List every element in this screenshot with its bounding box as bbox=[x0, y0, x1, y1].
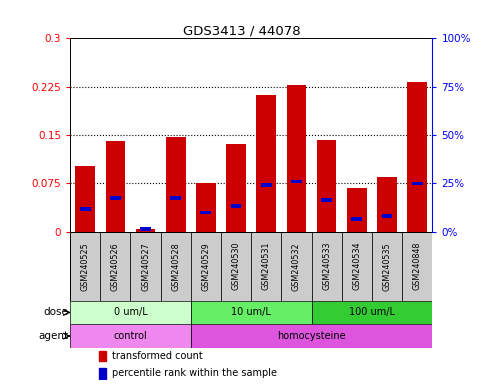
Bar bbox=[286, 85, 306, 232]
Bar bbox=[291, 180, 302, 184]
Bar bbox=[136, 229, 156, 232]
Bar bbox=[321, 198, 332, 202]
Bar bbox=[75, 166, 95, 232]
Bar bbox=[221, 232, 251, 301]
Bar bbox=[196, 184, 216, 232]
Bar bbox=[191, 232, 221, 301]
Bar bbox=[412, 182, 423, 185]
Bar bbox=[70, 301, 191, 324]
Bar bbox=[170, 196, 181, 200]
Text: GSM240530: GSM240530 bbox=[231, 242, 241, 290]
Text: 10 um/L: 10 um/L bbox=[231, 308, 271, 318]
Text: GSM240534: GSM240534 bbox=[352, 242, 361, 290]
Text: transformed count: transformed count bbox=[112, 351, 202, 361]
Text: percentile rank within the sample: percentile rank within the sample bbox=[112, 368, 277, 378]
Bar bbox=[110, 196, 121, 200]
Bar bbox=[200, 210, 211, 214]
Bar bbox=[402, 232, 432, 301]
Bar bbox=[352, 217, 362, 221]
Text: GDS3413 / 44078: GDS3413 / 44078 bbox=[183, 25, 300, 38]
Bar bbox=[130, 232, 160, 301]
Bar bbox=[100, 232, 130, 301]
Bar bbox=[231, 204, 242, 208]
Bar bbox=[191, 301, 312, 324]
Text: GSM240533: GSM240533 bbox=[322, 242, 331, 290]
Text: GSM240531: GSM240531 bbox=[262, 242, 271, 290]
Text: 100 um/L: 100 um/L bbox=[349, 308, 395, 318]
Text: control: control bbox=[114, 331, 147, 341]
Bar bbox=[251, 232, 281, 301]
Bar bbox=[70, 232, 100, 301]
Text: GSM240848: GSM240848 bbox=[412, 242, 422, 290]
Text: agent: agent bbox=[39, 331, 69, 341]
Bar bbox=[160, 232, 191, 301]
Bar bbox=[99, 351, 105, 361]
Bar bbox=[407, 82, 427, 232]
Text: GSM240525: GSM240525 bbox=[81, 242, 90, 291]
Bar bbox=[281, 232, 312, 301]
Bar bbox=[317, 140, 337, 232]
Text: GSM240528: GSM240528 bbox=[171, 242, 180, 291]
Text: GSM240527: GSM240527 bbox=[141, 242, 150, 291]
Bar bbox=[347, 188, 367, 232]
Text: homocysteine: homocysteine bbox=[277, 331, 346, 341]
Bar bbox=[312, 232, 342, 301]
Bar bbox=[226, 144, 246, 232]
Bar bbox=[372, 232, 402, 301]
Text: GSM240526: GSM240526 bbox=[111, 242, 120, 291]
Bar bbox=[261, 184, 271, 187]
Bar bbox=[140, 227, 151, 231]
Bar bbox=[99, 368, 105, 379]
Bar bbox=[105, 141, 125, 232]
Text: GSM240532: GSM240532 bbox=[292, 242, 301, 291]
Text: GSM240535: GSM240535 bbox=[383, 242, 392, 291]
Bar bbox=[256, 94, 276, 232]
Bar bbox=[80, 207, 90, 211]
Bar bbox=[312, 301, 432, 324]
Bar bbox=[382, 214, 392, 218]
Text: 0 um/L: 0 um/L bbox=[114, 308, 147, 318]
Text: dose: dose bbox=[43, 308, 69, 318]
Text: GSM240529: GSM240529 bbox=[201, 242, 211, 291]
Bar bbox=[191, 324, 432, 348]
Bar bbox=[342, 232, 372, 301]
Bar bbox=[377, 177, 397, 232]
Bar bbox=[166, 137, 185, 232]
Bar bbox=[70, 324, 191, 348]
